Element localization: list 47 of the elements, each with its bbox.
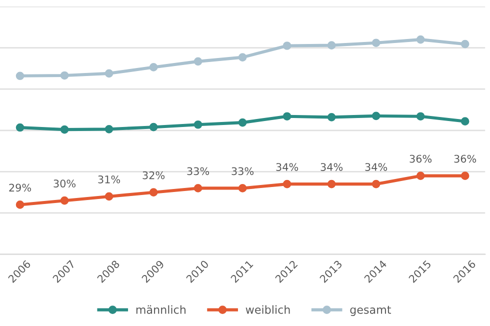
point (282, 42, 292, 50)
point (149, 63, 158, 72)
legend-label: männlich (136, 305, 186, 314)
point (238, 184, 247, 192)
data-label: 30% (54, 180, 76, 188)
point (238, 53, 247, 62)
point (460, 40, 470, 48)
data-label: 36% (410, 154, 432, 163)
point (372, 38, 380, 48)
point (282, 180, 292, 188)
point (416, 112, 425, 121)
data-label: 33% (232, 167, 254, 176)
point (194, 120, 202, 129)
point (16, 123, 24, 132)
point (16, 72, 24, 80)
point (460, 172, 470, 180)
point (60, 125, 69, 134)
data-label: 34% (320, 163, 343, 171)
point (194, 184, 202, 192)
point (60, 71, 69, 80)
point (149, 122, 158, 132)
point (372, 112, 380, 120)
point (60, 196, 69, 205)
point (194, 57, 202, 66)
point (416, 172, 425, 180)
point (327, 41, 336, 50)
point (16, 200, 24, 209)
point (327, 180, 336, 188)
point (149, 188, 158, 197)
point (372, 180, 380, 188)
point (416, 35, 425, 44)
data-label: 34% (365, 163, 388, 171)
legend-label: weiblich (246, 305, 290, 314)
point (104, 192, 114, 201)
data-label: 34% (276, 163, 298, 171)
data-label: 32% (142, 171, 165, 180)
data-label: 31% (98, 175, 120, 184)
point (104, 69, 114, 78)
point (282, 112, 292, 121)
point (104, 124, 114, 134)
point (460, 117, 470, 126)
point (238, 118, 247, 127)
data-label: 33% (187, 167, 210, 176)
data-label: 36% (454, 154, 476, 163)
data-label: 29% (9, 184, 32, 192)
legend-label: gesamt (350, 306, 392, 316)
point (327, 113, 336, 122)
